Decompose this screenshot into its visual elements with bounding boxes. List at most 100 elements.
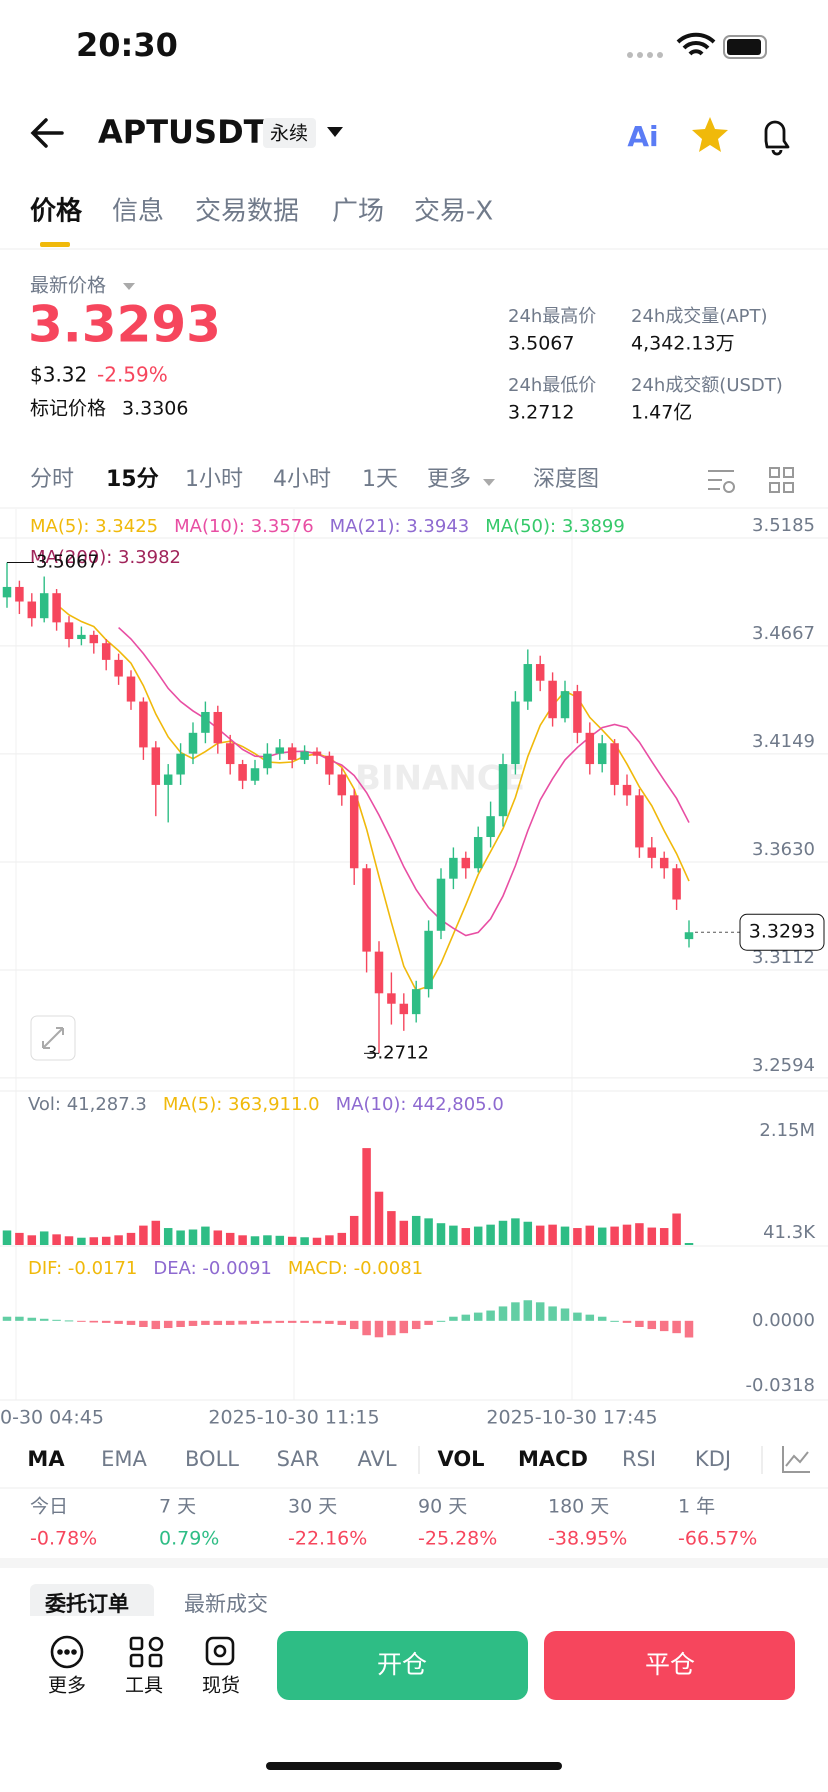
tab[interactable]: 信息 [112,197,164,227]
vol-axis-label: 41.3K [763,1222,816,1243]
stat-label: 24h最低价 [508,375,596,396]
macd-bar [188,1320,198,1326]
candle-body [27,601,37,619]
candle-body [77,634,86,640]
volume-bar [647,1227,657,1245]
indicator-tab[interactable]: MA [27,1447,65,1471]
volume-bar [89,1237,99,1245]
volume-bar [610,1226,619,1245]
ai-button[interactable]: Ai [627,120,658,153]
symbol[interactable]: APTUSDT [98,113,266,151]
candle-body [511,701,520,765]
order-tab[interactable]: 委托订单 [44,1592,129,1616]
candle-body [585,732,595,765]
order-tab[interactable]: 最新成交 [184,1592,268,1616]
current-price-box [739,913,825,951]
indicator-tab[interactable]: AVL [357,1447,396,1471]
indicator-tab[interactable]: MACD [518,1447,588,1471]
interval-tab[interactable]: 更多 [427,467,471,492]
favorite-star[interactable] [692,117,728,152]
interval-tab[interactable]: 4小时 [273,467,331,492]
candle-body [15,586,24,602]
price-axis-label: 3.4149 [752,731,815,752]
indicator-tab[interactable]: BOLL [185,1447,239,1471]
nav-item[interactable]: 现货 [202,1675,240,1697]
interval-tabs: 分时 15分 1小时 4小时 1天 更多 深度图 [30,467,599,492]
interval-tab[interactable]: 1天 [362,467,398,492]
macd-bar [2,1316,12,1321]
indicator-tab[interactable]: RSI [622,1447,656,1471]
interval-tab[interactable]: 15分 [106,467,159,492]
tab[interactable]: 交易数据 [195,197,299,227]
candle-body [89,634,99,644]
volume-bar [349,1215,359,1245]
last-price-label: 最新价格 [30,275,106,297]
open-button-label[interactable]: 开仓 [377,1650,427,1679]
candle-body [498,764,508,817]
legend-item: Vol: 41,287.3 [28,1094,147,1115]
candle-body [486,816,495,838]
legend-item: MA(10): 3.3576 [174,516,314,537]
candle-body [176,753,185,775]
bell-icon[interactable] [764,120,790,156]
back-button[interactable] [30,118,64,148]
candle-body [337,774,347,796]
tabs: 价格 信息 交易数据 广场 交易-X [30,196,493,227]
indicator-settings[interactable] [782,1446,810,1473]
stat-label: 24h成交额(USDT) [631,375,783,396]
macd-bar [139,1320,148,1327]
period-value: 0.79% [159,1528,219,1550]
current-price: 3.3293 [749,921,815,943]
volume-bar [535,1225,545,1245]
tab[interactable]: 交易-X [414,197,493,227]
interval-tab[interactable]: 深度图 [533,467,599,492]
ma-line [56,603,690,992]
tag-bg [263,118,316,148]
tab[interactable]: 价格 [30,196,83,227]
indicator-tab[interactable]: SAR [277,1447,320,1471]
close-button[interactable] [544,1631,795,1700]
nav-item[interactable]: 更多 [48,1675,86,1697]
macd-bar [225,1320,235,1325]
macd-bar [77,1320,86,1322]
layout-icon[interactable] [769,467,794,493]
macd-bar [39,1318,49,1321]
indicator-tab[interactable]: KDJ [695,1447,731,1471]
macd-bar [101,1320,111,1323]
open-button[interactable] [277,1631,528,1700]
chart-settings-icon[interactable] [708,470,735,493]
volume-bar [250,1236,260,1245]
wifi-icon [676,32,716,56]
interval-tab[interactable]: 分时 [30,467,74,492]
macd-bar [362,1320,371,1336]
interval-tab[interactable]: 1小时 [185,467,243,492]
volume-bar [300,1237,309,1245]
candle-body [548,680,557,719]
macd-bar [263,1320,272,1324]
legend-item: MA(5): 363,911.0 [163,1094,320,1115]
indicator-tab[interactable]: VOL [437,1447,484,1471]
macd-bar [597,1316,607,1321]
volume-bar [436,1223,446,1245]
period-label: 7 天 [159,1496,196,1518]
usd-price: $3.32 [30,363,87,387]
candle-body [52,593,61,623]
macd-bar [436,1320,446,1322]
tab[interactable]: 广场 [332,197,384,227]
symbol-dropdown[interactable] [327,127,343,137]
mark-price-label: 标记价格 [30,398,106,420]
volume-bar [672,1213,681,1245]
period-label: 1 年 [678,1496,715,1518]
legend-item: MA(10): 442,805.0 [336,1094,504,1115]
candle-body [523,664,533,702]
volume-bar [498,1220,508,1245]
indicator-tab[interactable]: EMA [101,1447,147,1471]
macd-bar [411,1320,421,1330]
macd-bar [672,1320,681,1334]
nav-item[interactable]: 工具 [125,1675,163,1697]
macd-bar [213,1320,223,1325]
legend-item: MACD: -0.0081 [288,1258,423,1279]
close-button-label[interactable]: 平仓 [645,1650,695,1679]
volume-bar [387,1211,396,1245]
order-tab-bg [30,1584,154,1624]
